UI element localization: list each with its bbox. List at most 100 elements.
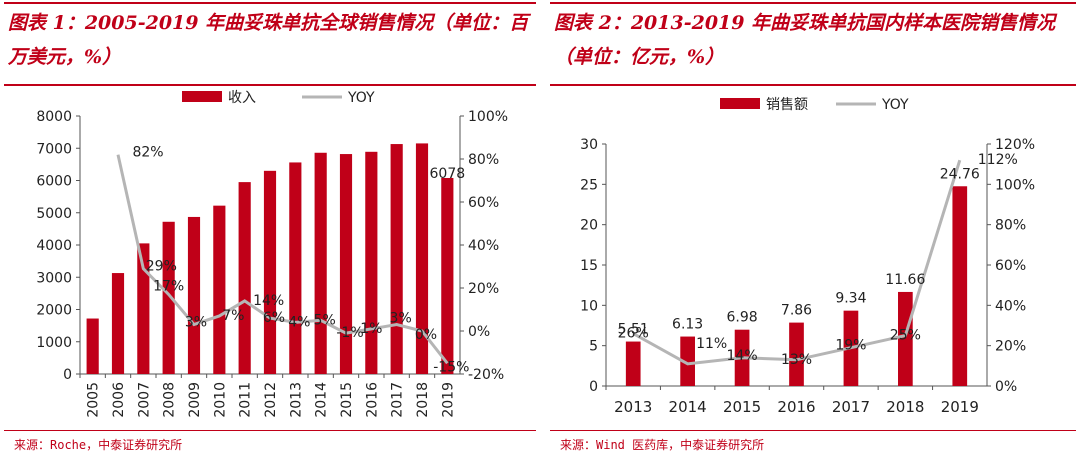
x-tick-label: 2017 <box>390 382 406 418</box>
yoy-data-label: 5% <box>314 312 336 328</box>
x-tick-label: 2019 <box>440 382 456 418</box>
y-right-tick-label: 80% <box>468 152 499 168</box>
x-tick-label: 2017 <box>832 398 870 416</box>
bar <box>390 144 403 374</box>
bar <box>162 221 175 374</box>
y-right-tick-label: 0% <box>468 324 490 340</box>
x-tick-label: 2016 <box>777 398 815 416</box>
title-rule-top <box>4 2 536 4</box>
y-right-tick-label: 100% <box>995 177 1035 193</box>
x-tick-label: 2005 <box>86 382 102 418</box>
bar-data-label: 6.98 <box>726 310 757 326</box>
bar-data-label: 24.76 <box>940 166 980 182</box>
x-tick-label: 2008 <box>162 382 178 418</box>
bar <box>339 154 353 374</box>
chart-title: 图表 1：2005-2019 年曲妥珠单抗全球销售情况（单位：百万美元，%） <box>8 12 529 68</box>
x-tick-label: 2013 <box>614 398 652 416</box>
yoy-data-label: 29% <box>146 259 177 275</box>
x-tick-label: 2014 <box>669 398 707 416</box>
y-left-tick-label: 5000 <box>36 206 72 222</box>
x-tick-label: 2006 <box>111 382 127 418</box>
title-rule-bottom <box>4 84 536 86</box>
yoy-data-label: 13% <box>781 352 812 368</box>
chart-panel-1: 图表 1：2005-2019 年曲妥珠单抗全球销售情况（单位：百万美元，%） 收… <box>4 2 536 452</box>
yoy-data-label: 7% <box>222 308 244 324</box>
yoy-line <box>116 154 449 365</box>
x-tick-label: 2018 <box>886 398 924 416</box>
bar-data-label: 6078 <box>430 166 466 182</box>
y-left-tick-label: 4000 <box>36 238 72 254</box>
y-left-tick-label: 15 <box>580 258 598 274</box>
yoy-data-label: 14% <box>253 293 284 309</box>
yoy-data-label: 4% <box>288 314 310 330</box>
y-right-tick-label: 20% <box>468 281 499 297</box>
y-left-tick-label: 10 <box>580 298 598 314</box>
x-tick-label: 2016 <box>364 382 380 418</box>
x-tick-label: 2010 <box>212 382 228 418</box>
y-right-tick-label: 120% <box>995 137 1035 153</box>
y-right-tick-label: 0% <box>995 379 1017 395</box>
y-right-tick-label: 60% <box>995 258 1026 274</box>
title-rule-bottom <box>550 84 1076 86</box>
source-rule <box>4 430 536 431</box>
bar <box>789 322 804 386</box>
y-left-tick-label: 0 <box>589 379 598 395</box>
y-left-tick-label: 20 <box>580 218 598 234</box>
bar <box>415 143 429 374</box>
chart-panel-2: 图表 2：2013-2019 年曲妥珠单抗国内样本医院销售情况（单位：亿元，%）… <box>546 0 1080 461</box>
yoy-data-label: 17% <box>153 278 184 294</box>
y-right-tick-label: 40% <box>995 298 1026 314</box>
y-left-tick-label: 30 <box>580 137 598 153</box>
y-left-tick-label: 0 <box>63 367 72 383</box>
bar-data-label: 6.13 <box>672 317 703 333</box>
bar <box>441 177 454 374</box>
legend-line-label: YOY <box>881 97 909 113</box>
bar <box>680 336 695 386</box>
y-left-tick-label: 8000 <box>36 109 72 125</box>
x-tick-label: 2011 <box>238 382 254 418</box>
x-tick-label: 2009 <box>187 382 203 418</box>
bar <box>137 243 150 374</box>
yoy-data-label: 26% <box>618 326 649 342</box>
yoy-data-label: 3% <box>185 315 207 331</box>
yoy-data-label: 112% <box>978 152 1018 168</box>
x-tick-label: 2012 <box>263 382 279 418</box>
y-left-tick-label: 1000 <box>36 335 72 351</box>
bar-data-label: 9.34 <box>835 291 866 307</box>
y-right-tick-label: 20% <box>995 339 1026 355</box>
y-right-tick-label: -20% <box>468 367 504 383</box>
x-tick-label: 2014 <box>314 382 330 418</box>
bar <box>625 341 641 386</box>
bar <box>952 186 968 386</box>
yoy-data-label: 3% <box>390 311 412 327</box>
bar <box>314 152 327 374</box>
chart-1-svg: 收入 YOY 0 1000 2000 3000 4000 5000 6000 7000 8000 -2… <box>36 90 508 418</box>
legend-line-label: YOY <box>347 90 375 106</box>
bar <box>289 162 302 374</box>
y-right-tick-label: 40% <box>468 238 499 254</box>
x-tick-label: 2019 <box>941 398 979 416</box>
y-left-tick-label: 3000 <box>36 270 72 286</box>
y-left-tick-label: 25 <box>580 177 598 193</box>
bar <box>263 170 277 374</box>
legend-bar-label: 收入 <box>228 90 256 106</box>
legend-bar-swatch <box>182 91 222 102</box>
y-right-tick-label: 100% <box>468 109 508 125</box>
chart-source: 来源：Roche，中泰证券研究所 <box>14 438 183 452</box>
y-left-tick-label: 7000 <box>36 141 72 157</box>
yoy-data-label: 14% <box>727 348 758 364</box>
y-left-tick-label: 6000 <box>36 174 72 190</box>
x-tick-label: 2013 <box>288 382 304 418</box>
yoy-data-label: -15% <box>433 359 469 375</box>
yoy-line <box>632 159 962 366</box>
chart-source: 来源：Wind 医药库，中泰证券研究所 <box>560 438 765 452</box>
title-rule-top <box>550 2 1076 4</box>
x-tick-label: 2018 <box>415 382 431 418</box>
bar-data-label: 11.66 <box>885 272 925 288</box>
bar-data-label: 7.86 <box>781 303 812 319</box>
bar <box>365 151 378 374</box>
yoy-data-label: 82% <box>132 145 163 161</box>
bar <box>187 216 201 374</box>
yoy-data-label: 25% <box>890 328 921 344</box>
x-tick-label: 2015 <box>339 382 355 418</box>
